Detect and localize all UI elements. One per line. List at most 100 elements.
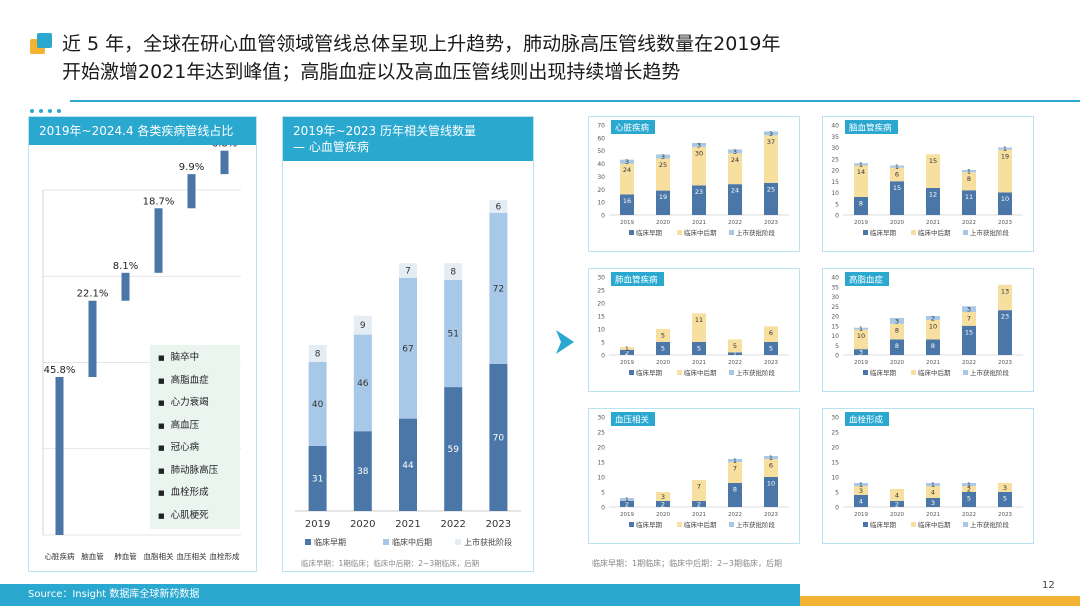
legend-label: 临床中后期 [684, 368, 717, 377]
legend-swatch [729, 230, 734, 235]
mini-chart-panel: 0 10 20 30 40 50 60 70 16 24 3 2019 19 25 3 2020 23 30 3 20… [588, 116, 800, 252]
data-label: 1 [769, 454, 773, 462]
bar-segment [764, 135, 778, 183]
mini-chart: 0510152025302120195520205112021152022562… [597, 272, 789, 377]
bar-segment [962, 190, 976, 215]
bar-segment [764, 477, 778, 507]
category-label: 2022 [728, 220, 742, 226]
category-label: 血压相关 [177, 551, 207, 561]
bar-segment [854, 486, 868, 495]
data-label: 44 [402, 461, 414, 471]
category-label: 2023 [998, 220, 1012, 226]
bar-segment [728, 462, 742, 483]
legend-swatch [455, 539, 461, 545]
bar-segment [489, 212, 508, 364]
data-label: 38 [357, 467, 369, 477]
legend-label: 临床早期 [870, 520, 897, 529]
category-label: 脑血管 [81, 551, 104, 561]
data-label: 8 [315, 350, 321, 360]
category-label: 2021 [692, 512, 706, 518]
mini-chart-title: 高脂血症 [849, 275, 884, 286]
legend-label: 上市获批阶段 [736, 228, 776, 237]
legend-swatch [911, 230, 916, 235]
legend-item: 冠心病 [150, 437, 240, 460]
panel-yearly-header: 2019年~2023 历年相关管线数量 — 心血管疾病 [283, 117, 533, 161]
data-label: 25 [659, 161, 667, 169]
category-label: 2020 [656, 220, 670, 226]
legend-label: 上市获批阶段 [736, 368, 776, 377]
bar-segment [998, 284, 1012, 311]
category-label: 2019 [854, 220, 868, 226]
y-tick-label: 60 [597, 135, 605, 142]
decor-dots [30, 98, 66, 117]
y-tick-label: 15 [831, 460, 839, 467]
y-tick-label: 35 [831, 134, 839, 141]
bar-segment [692, 501, 706, 507]
data-label: 31 [312, 474, 323, 484]
y-tick-label: 25 [597, 288, 605, 295]
legend-label: 上市获批阶段 [736, 520, 776, 529]
chevron-right-icon [556, 330, 574, 354]
yearly-stacked-chart: 31 40 8 2019 38 46 9 2020 44 67 7 2021 59 51 8 2022 70 72… [295, 200, 521, 568]
data-label: 1 [1003, 145, 1007, 153]
category-label: 2023 [486, 519, 511, 530]
y-tick-label: 20 [831, 445, 839, 452]
mini-title-bg [845, 412, 889, 426]
data-label: 5 [769, 345, 773, 353]
data-label: 5 [661, 345, 665, 353]
y-tick-label: 25 [831, 430, 839, 437]
data-label: 3 [697, 141, 701, 149]
data-label: 2 [697, 501, 701, 509]
data-label: 70 [493, 434, 505, 444]
bar-segment [656, 190, 670, 215]
data-label: 2 [931, 314, 935, 322]
bar-segment [489, 364, 508, 511]
data-label: 67 [402, 344, 413, 354]
data-label: 6.8% [212, 145, 237, 150]
mini-title-bg [845, 272, 889, 286]
bar-segment [998, 149, 1012, 193]
y-tick-label: 5 [835, 490, 839, 497]
bar-segment [444, 280, 463, 388]
bar-segment [308, 445, 327, 511]
data-label: 9.9% [179, 162, 204, 173]
legend-swatch [629, 522, 634, 527]
waterfall-bar [88, 300, 97, 377]
bar-segment [854, 349, 868, 355]
bar-segment [692, 342, 706, 355]
data-label: 45.8% [44, 365, 76, 376]
legend-item: 肺动脉高压 [150, 460, 240, 483]
data-label: 9 [360, 321, 366, 331]
category-label: 2022 [440, 519, 465, 530]
data-label: 3 [1003, 484, 1007, 492]
y-tick-label: 0 [835, 213, 839, 220]
bar-segment [692, 313, 706, 342]
data-label: 1 [625, 496, 629, 504]
bar-segment [764, 131, 778, 136]
bar-segment [308, 345, 327, 362]
data-label: 11 [965, 193, 973, 201]
data-label: 1 [931, 481, 935, 489]
disease-legend: 脑卒中 高脂血症 心力衰竭 高血压 冠心病 肺动脉高压 血栓形成 心肌梗死 [150, 345, 240, 529]
data-label: 7 [697, 483, 701, 491]
legend-label: 临床中后期 [918, 368, 951, 377]
category-label: 2019 [620, 512, 634, 518]
bar-segment [764, 326, 778, 342]
category-label: 2019 [854, 360, 868, 366]
y-tick-label: 15 [831, 179, 839, 186]
data-label: 24 [623, 166, 631, 174]
bar-segment [890, 323, 904, 340]
legend-label: 临床早期 [870, 228, 897, 237]
data-label: 3 [661, 493, 665, 501]
bar-segment [728, 184, 742, 215]
data-label: 1 [895, 163, 899, 171]
brand-logo-icon [30, 33, 52, 55]
bar-segment [444, 387, 463, 511]
mini-chart-title: 脑血管疾病 [849, 123, 892, 134]
data-label: 24 [731, 156, 739, 164]
bar-segment [728, 149, 742, 154]
legend-swatch [383, 539, 389, 545]
data-label: 3 [625, 158, 629, 166]
category-label: 2023 [998, 512, 1012, 518]
bar-segment [764, 459, 778, 477]
